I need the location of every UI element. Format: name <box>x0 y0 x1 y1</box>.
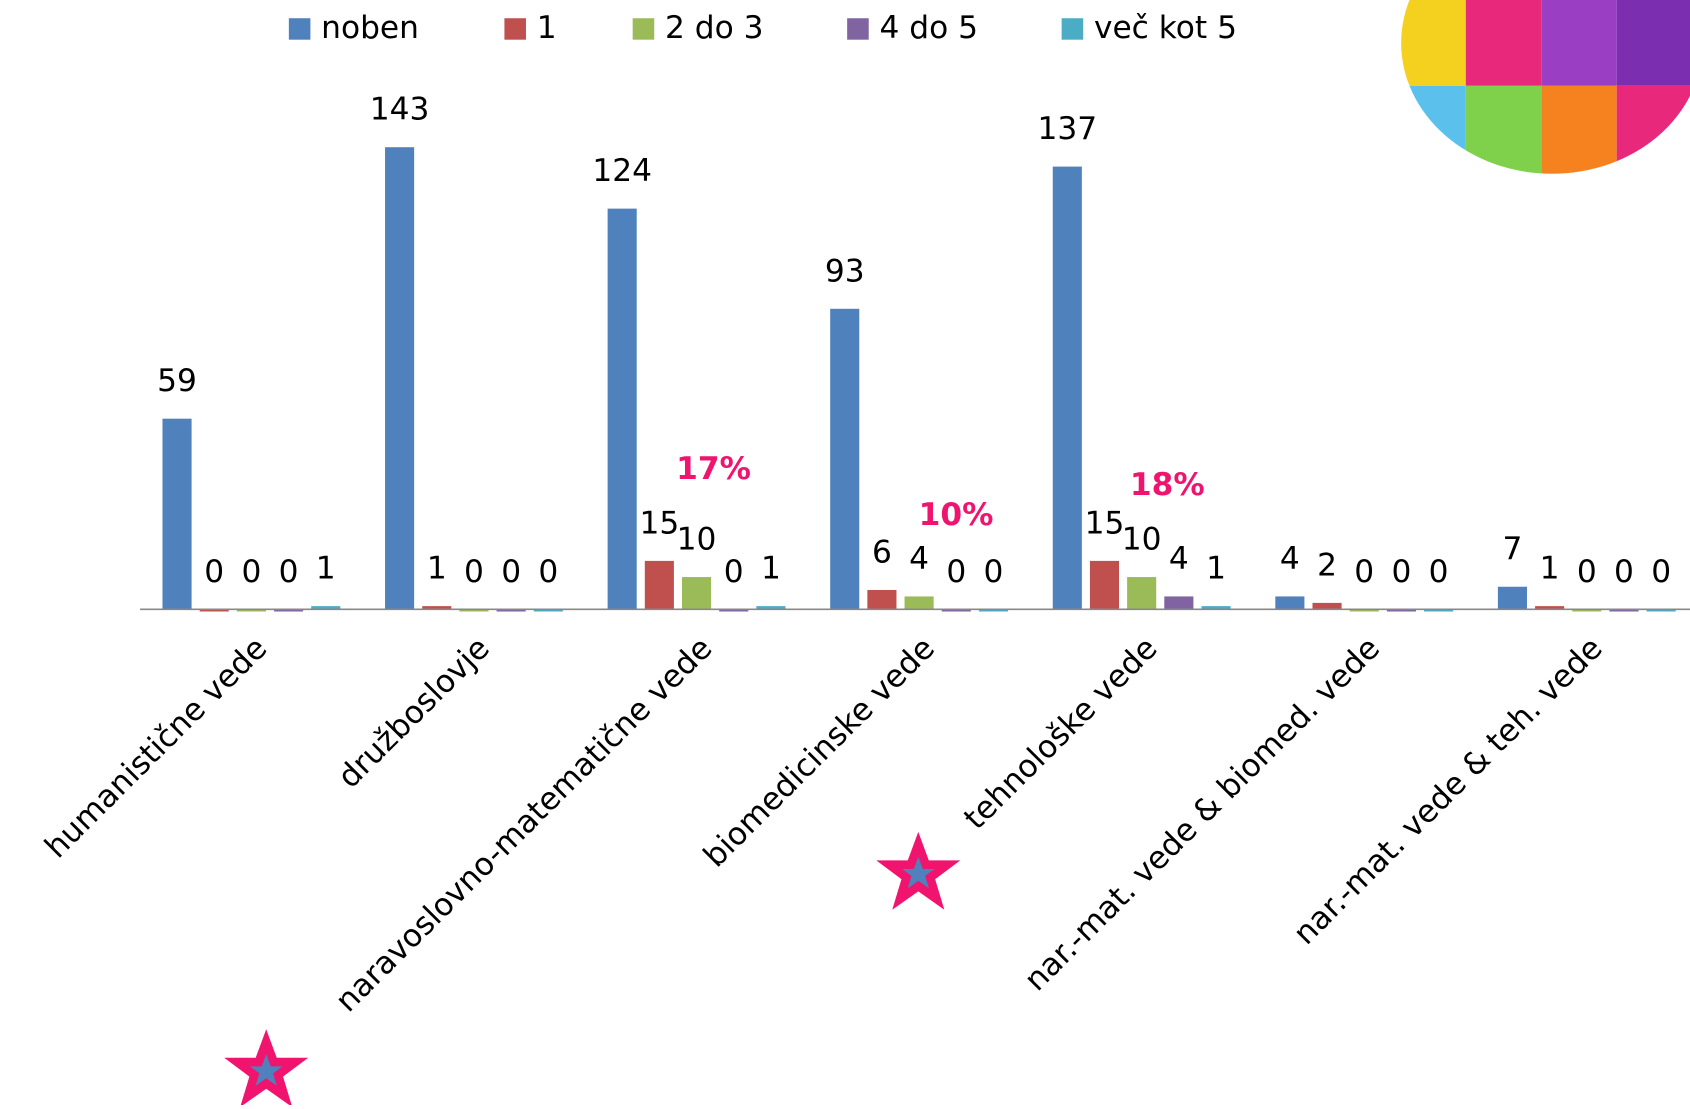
legend-label: 1 <box>537 10 557 46</box>
value-label: 0 <box>279 554 299 590</box>
value-label: 4 <box>909 541 929 577</box>
value-label: 143 <box>370 92 430 128</box>
value-label: 0 <box>1391 554 1411 590</box>
bar <box>274 609 304 612</box>
value-label: 59 <box>157 363 197 399</box>
value-label: 0 <box>724 554 744 590</box>
bar <box>1089 560 1120 610</box>
x-tick-label: tehnološke vede <box>957 630 1164 836</box>
x-tick-label: biomedicinske vede <box>697 630 942 874</box>
x-tick-label: naravoslovno-matematične vede <box>329 630 720 1019</box>
legend-swatch <box>847 18 869 40</box>
bar <box>1572 609 1602 612</box>
value-label: 0 <box>1577 554 1597 590</box>
value-label: 124 <box>592 153 652 189</box>
bar <box>459 609 489 612</box>
legend-swatch <box>1061 18 1084 40</box>
value-label: 2 <box>1317 547 1337 583</box>
bar <box>1535 606 1565 610</box>
value-label: 15 <box>1085 505 1125 541</box>
bar <box>1386 609 1416 612</box>
value-label: 1 <box>316 551 336 587</box>
bar <box>681 577 712 610</box>
bar <box>756 606 786 610</box>
value-label: 137 <box>1037 111 1097 147</box>
star-icon <box>237 1042 295 1097</box>
bar <box>1312 602 1342 610</box>
annotation: 17% <box>676 451 751 487</box>
annotation: 10% <box>919 497 994 533</box>
bar <box>311 606 341 610</box>
bar <box>607 208 637 610</box>
value-label: 10 <box>1122 522 1162 558</box>
value-label: 4 <box>1169 541 1189 577</box>
bar <box>496 609 526 612</box>
value-label: 1 <box>761 551 781 587</box>
annotation: 18% <box>1130 467 1205 503</box>
x-tick-label: humanistične vede <box>38 630 274 865</box>
x-tick-label: družboslovje <box>331 630 497 795</box>
bar <box>162 418 192 610</box>
value-label: 0 <box>984 554 1004 590</box>
bar <box>1127 577 1157 610</box>
bar <box>644 560 674 610</box>
bar <box>1646 609 1676 612</box>
legend-swatch <box>288 18 311 40</box>
bar <box>904 596 934 610</box>
value-label: 0 <box>1614 554 1634 590</box>
value-label: 0 <box>241 554 261 590</box>
value-label: 0 <box>1354 554 1374 590</box>
value-label: 0 <box>1429 554 1449 590</box>
value-label: 7 <box>1502 531 1522 567</box>
value-label: 0 <box>1651 554 1671 590</box>
value-label: 0 <box>538 554 558 590</box>
value-label: 93 <box>825 253 865 289</box>
value-label: 10 <box>677 522 717 558</box>
bar <box>719 609 749 612</box>
value-label: 1 <box>1206 551 1226 587</box>
bar <box>1164 596 1194 610</box>
value-label: 0 <box>946 554 966 590</box>
bar <box>385 147 415 610</box>
bar <box>1052 166 1082 610</box>
legend-label: 4 do 5 <box>879 10 978 46</box>
bar <box>1275 596 1305 610</box>
value-label: 15 <box>639 505 679 541</box>
bar <box>1201 606 1231 610</box>
legend-label: noben <box>321 10 419 46</box>
star-icon <box>889 844 947 899</box>
x-tick-label: nar.-mat. vede & biomed. vede <box>1017 630 1387 998</box>
legend-label: več kot 5 <box>1094 10 1237 46</box>
bar <box>533 609 563 612</box>
bar <box>1424 609 1454 612</box>
bar <box>867 589 897 610</box>
value-label: 1 <box>427 551 447 587</box>
bar <box>941 609 971 612</box>
decoration-apple <box>1401 0 1690 174</box>
bar <box>1349 609 1379 612</box>
legend-swatch <box>504 18 526 40</box>
bar <box>978 609 1009 612</box>
bar <box>830 308 860 610</box>
bar <box>199 609 229 612</box>
value-label: 4 <box>1280 541 1300 577</box>
value-label: 6 <box>872 535 892 571</box>
bar <box>1609 609 1639 612</box>
bar <box>422 606 452 610</box>
value-label: 0 <box>501 554 521 590</box>
value-label: 0 <box>464 554 484 590</box>
bar <box>1497 586 1527 610</box>
legend-label: 2 do 3 <box>665 10 764 46</box>
value-label: 1 <box>1540 551 1560 587</box>
legend-swatch <box>632 18 655 40</box>
bar <box>236 609 266 612</box>
value-label: 0 <box>204 554 224 590</box>
